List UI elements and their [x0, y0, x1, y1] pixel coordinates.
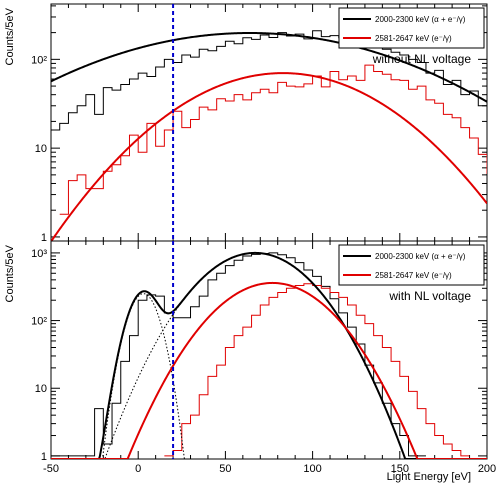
x-tick-label: -50: [43, 463, 59, 475]
legend-label: 2581-2647 keV (e⁻/γ): [375, 271, 452, 280]
fit-component-curve: [94, 252, 416, 459]
x-tick-label: 100: [303, 463, 321, 475]
y-tick-label: 10³: [31, 248, 47, 260]
fit-curve: [51, 31, 487, 103]
x-tick-label: 0: [135, 463, 141, 475]
fit-curve: [51, 72, 487, 241]
x-axis-label: Light Energy [eV]: [387, 471, 471, 483]
y-axis-label: Counts/5eV: [4, 7, 16, 65]
top-panel: 1 10 10² Counts/5eV 2000-2300 keV (α + e⁻/γ)…: [4, 3, 488, 244]
legend-box: [338, 7, 485, 49]
legend-box: [338, 244, 485, 286]
y-tick-label: 10²: [31, 316, 47, 328]
y-tick-label: 1: [41, 232, 47, 244]
y-tick-label: 10: [35, 383, 47, 395]
plot-frame: [50, 240, 488, 460]
legend-label: 2581-2647 keV (e⁻/γ): [375, 34, 452, 43]
legend: 2000-2300 keV (α + e⁻/γ) 2581-2647 keV (e…: [338, 7, 485, 49]
x-tick-label: 150: [391, 463, 409, 475]
y-tick-label: 1: [41, 451, 47, 463]
y-tick-label: 10²: [31, 54, 47, 66]
x-tick-label: 50: [219, 463, 231, 475]
data-area: [51, 251, 487, 459]
panel-annotation: without NL voltage: [372, 52, 472, 66]
histogram-series: [59, 64, 487, 215]
fit-component-curve: [94, 293, 193, 459]
y-axis-label: Counts/5eV: [4, 244, 16, 302]
histogram-series: [164, 283, 470, 457]
legend: 2000-2300 keV (α + e⁻/γ) 2581-2647 keV (e…: [338, 244, 485, 286]
legend-label: 2000-2300 keV (α + e⁻/γ): [375, 252, 466, 261]
panel-annotation: with NL voltage: [388, 289, 471, 303]
y-tick-label: 10: [35, 143, 47, 155]
histogram-series: [51, 252, 426, 457]
legend-label: 2000-2300 keV (α + e⁻/γ): [375, 15, 466, 24]
histogram-series: [51, 30, 487, 131]
x-tick-label: 200: [478, 463, 496, 475]
data-area: [51, 30, 487, 241]
fit-curve: [51, 281, 487, 459]
bottom-panel: 1 10 10² 10³ -50 0 50 100 150 200 Counts/5eV 2000-2…: [4, 240, 496, 475]
